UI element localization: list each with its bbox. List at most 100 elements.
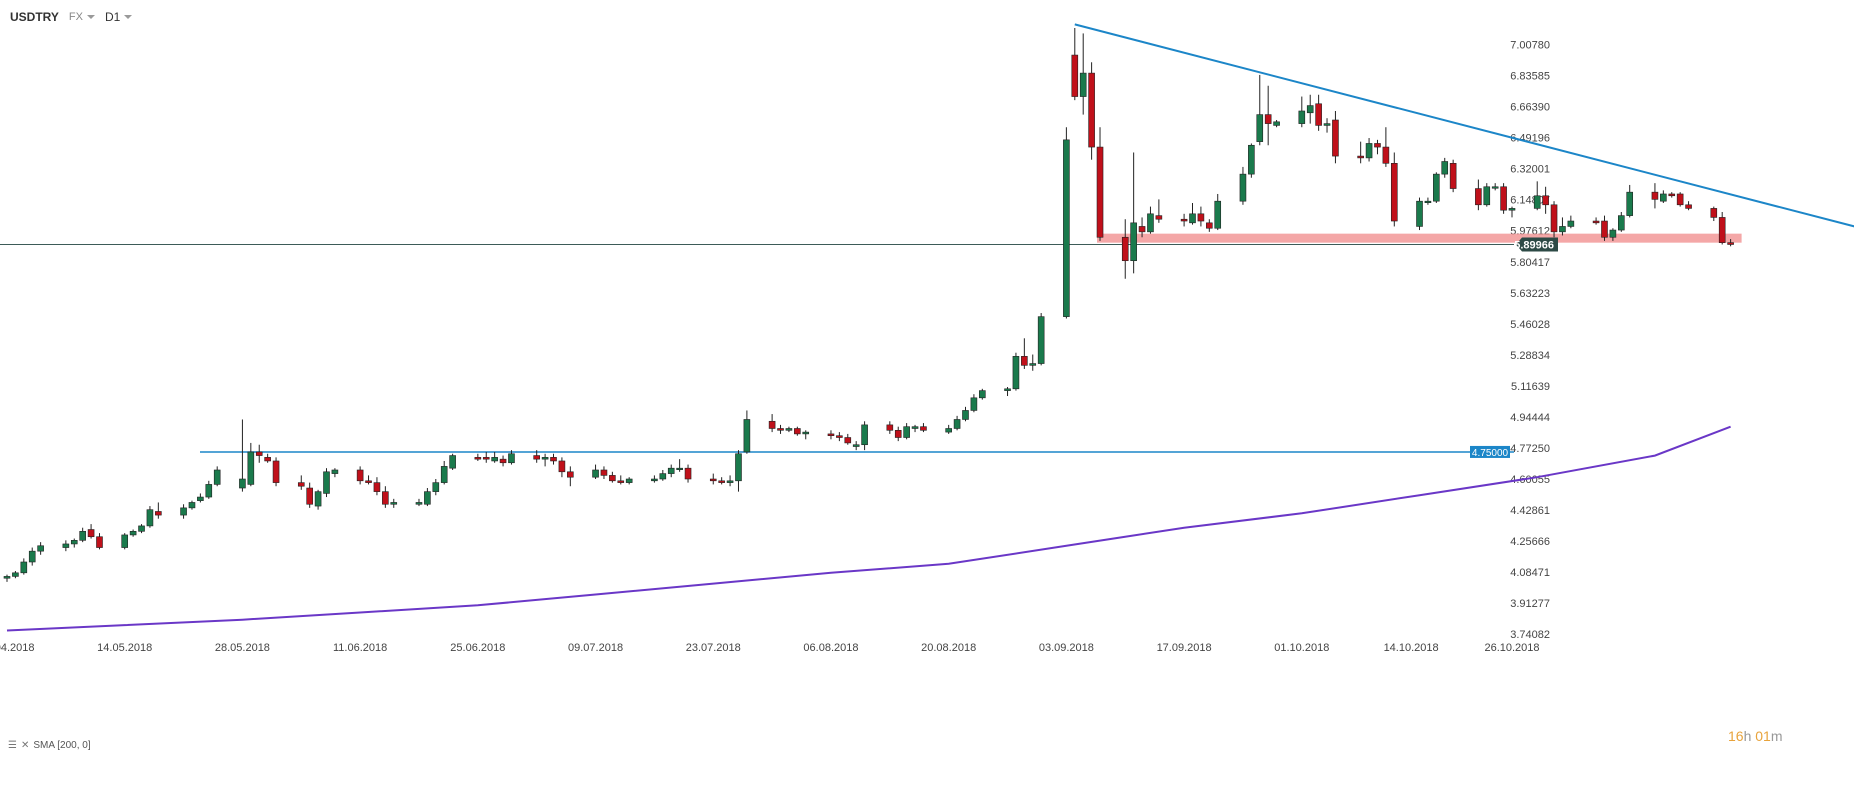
candle — [1626, 184, 1634, 218]
candle — [1609, 228, 1617, 241]
candle-body — [1256, 114, 1264, 142]
candle — [1533, 181, 1541, 211]
candle-body — [239, 478, 246, 489]
indicator-name: SMA [200, 0] — [33, 740, 91, 751]
current-price-label: 5.89966 — [1514, 240, 1554, 252]
candle — [129, 529, 137, 537]
candle — [382, 486, 389, 508]
candle-body — [482, 457, 490, 460]
indicator-settings-icon[interactable]: ☰ — [8, 740, 17, 751]
candle-body — [609, 475, 616, 482]
candle-body — [903, 426, 910, 438]
indicator-remove-icon[interactable]: ✕ — [20, 740, 30, 751]
candle-body — [1500, 186, 1507, 211]
candle — [373, 477, 381, 496]
symbol-label: USDTRY — [10, 10, 59, 24]
candle-body — [1382, 146, 1390, 164]
candle — [1004, 386, 1011, 397]
support-zone — [1097, 233, 1742, 243]
candle — [87, 524, 95, 539]
candle — [1441, 157, 1449, 178]
candle — [1727, 239, 1734, 247]
candle-body — [1357, 155, 1364, 159]
candle — [1710, 206, 1718, 222]
candle — [1071, 28, 1079, 101]
candle-body — [188, 502, 196, 509]
candle-body — [382, 491, 389, 505]
candle — [550, 453, 557, 465]
candle — [188, 500, 196, 510]
candle-body — [1533, 195, 1541, 209]
candle-body — [180, 507, 187, 516]
candle — [1475, 179, 1482, 211]
candle-body — [1365, 143, 1373, 159]
interval-dropdown[interactable]: D1 — [104, 10, 133, 24]
level-tag: 4.75000 — [1470, 445, 1510, 459]
candle-body — [87, 529, 95, 538]
candle — [962, 406, 969, 422]
y-tick-label: 6.83585 — [1510, 71, 1550, 83]
candle-body — [390, 502, 398, 505]
candle-body — [667, 467, 675, 474]
candle — [1214, 193, 1222, 231]
candle-body — [424, 491, 431, 505]
candle — [1273, 120, 1280, 128]
countdown-minutes: 01 — [1755, 728, 1771, 744]
candle-body — [323, 471, 330, 494]
candle — [37, 542, 44, 555]
candle-body — [129, 531, 137, 536]
candle — [1063, 127, 1070, 319]
sma-line — [6, 425, 1731, 632]
x-tick-label: 11.06.2018 — [333, 642, 387, 654]
candle — [1088, 62, 1095, 160]
candle — [625, 477, 633, 485]
candle-body — [1029, 363, 1037, 366]
candle-body — [121, 534, 129, 548]
candle-body — [1206, 222, 1213, 229]
candle — [432, 479, 440, 496]
candle-body — [600, 469, 608, 476]
candle — [424, 488, 431, 507]
x-tick-label: 25.06.2018 — [450, 642, 505, 654]
descending-trendline — [1074, 23, 1854, 228]
candle-body — [1416, 200, 1423, 227]
candle-body — [1609, 229, 1617, 238]
candle — [1306, 94, 1314, 124]
candle-body — [550, 457, 557, 462]
candle-body — [255, 451, 263, 456]
candle-body — [861, 424, 868, 446]
candle — [197, 493, 204, 503]
candle — [1676, 192, 1684, 207]
candle — [676, 459, 683, 472]
candle — [331, 468, 339, 478]
chevron-down-icon — [124, 15, 133, 19]
candle — [12, 571, 19, 579]
candle-body — [1727, 242, 1734, 245]
y-tick-label: 5.63223 — [1510, 288, 1550, 300]
candle — [239, 419, 246, 492]
candle — [1138, 217, 1146, 238]
candle-body — [979, 390, 986, 399]
candle-body — [508, 453, 515, 464]
candle — [508, 450, 515, 465]
candle-body — [1239, 173, 1247, 202]
candle-body — [70, 540, 78, 545]
candle-body — [718, 480, 725, 483]
candle — [894, 426, 902, 442]
candle-body — [331, 469, 339, 474]
candle-body — [962, 410, 969, 420]
candle-body — [247, 451, 255, 485]
candle — [836, 432, 843, 442]
candle — [306, 482, 313, 508]
candle — [121, 533, 129, 550]
candle-body — [306, 487, 313, 505]
candle-body — [777, 428, 784, 431]
candle — [1357, 141, 1364, 164]
interval-label: D1 — [104, 10, 121, 24]
candle — [1323, 118, 1331, 133]
candle-body — [684, 467, 692, 480]
market-dropdown[interactable]: FX — [69, 11, 95, 23]
candle — [1618, 212, 1625, 232]
